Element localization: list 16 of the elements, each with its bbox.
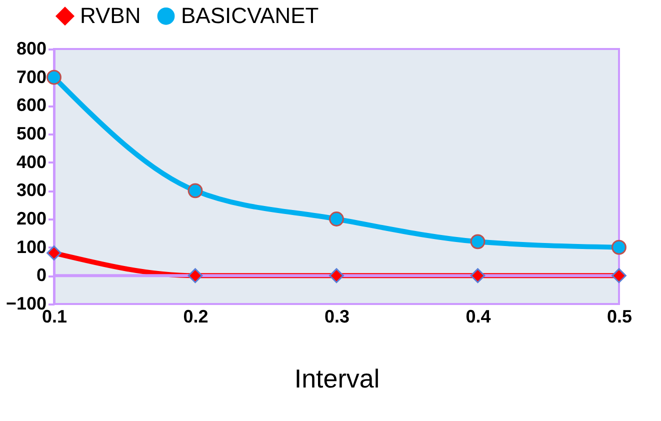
y-tick-label: 600	[16, 95, 46, 116]
y-tick-label: 200	[16, 208, 46, 228]
x-tick-label: 0.2	[183, 306, 208, 326]
x-axis-title: Interval	[294, 364, 380, 394]
legend-label: RVBN	[80, 3, 141, 28]
legend-label: BASICVANET	[181, 3, 319, 28]
y-tick-label: 800	[16, 38, 46, 58]
y-tick-label: 400	[16, 152, 46, 172]
y-tick-label: 300	[16, 180, 46, 200]
y-tick-label: 0	[36, 265, 46, 286]
y-tick-label: 700	[16, 66, 46, 87]
y-tick-label: 500	[16, 124, 46, 144]
x-tick-label: 0.5	[606, 306, 632, 326]
x-tick-label: 0.4	[466, 306, 491, 326]
x-tick-label: 0.3	[324, 306, 350, 326]
y-tick-label: 100	[16, 236, 46, 257]
